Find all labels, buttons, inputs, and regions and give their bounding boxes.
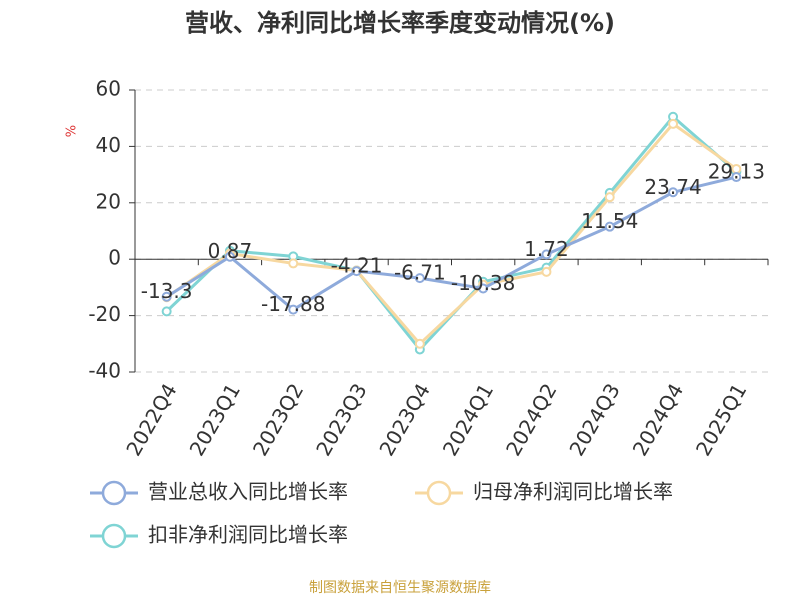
x-tick-label: 2024Q2 <box>501 379 561 460</box>
x-tick-label: 2023Q3 <box>311 379 371 460</box>
data-point <box>478 283 489 294</box>
data-point <box>288 258 299 269</box>
data-point <box>414 338 425 349</box>
data-point <box>161 306 172 317</box>
x-tick-label: 2022Q4 <box>121 379 181 460</box>
data-point <box>604 221 615 232</box>
data-label: -10.38 <box>451 271 515 295</box>
data-point <box>668 187 679 198</box>
y-tick-label: 20 <box>96 189 121 213</box>
legend-label: 扣非净利润同比增长率 <box>148 523 348 547</box>
data-label: -4.21 <box>331 254 383 278</box>
legend-marker <box>101 523 127 549</box>
legend-item: 营业总收入同比增长率 <box>90 480 348 506</box>
legend-label: 归母净利润同比增长率 <box>473 480 673 504</box>
legend-item: 扣非净利润同比增长率 <box>90 523 348 549</box>
data-point <box>731 172 742 183</box>
x-tick-label: 2024Q4 <box>628 379 688 460</box>
chart-title: 营收、净利同比增长率季度变动情况(%) <box>185 9 615 37</box>
legend-marker <box>101 480 127 506</box>
y-axis-label: % <box>65 125 80 137</box>
x-tick-label: 2023Q2 <box>248 379 308 460</box>
data-label: 23.74 <box>644 175 701 199</box>
data-point <box>541 266 552 277</box>
legend-marker <box>426 480 452 506</box>
data-point <box>288 304 299 315</box>
data-label: -6.71 <box>394 261 446 285</box>
legend-item: 归母净利润同比增长率 <box>415 480 673 506</box>
data-point <box>541 249 552 260</box>
data-point <box>414 273 425 284</box>
y-tick-label: 40 <box>96 133 121 157</box>
data-label: 0.87 <box>208 239 253 263</box>
data-point <box>351 266 362 277</box>
data-point <box>161 291 172 302</box>
y-tick-label: 0 <box>108 246 121 270</box>
data-label: 11.54 <box>581 209 638 233</box>
data-label: -13.3 <box>141 279 193 303</box>
x-tick-label: 2024Q1 <box>438 379 498 460</box>
data-label: 29.13 <box>708 160 765 184</box>
y-tick-label: -20 <box>88 302 121 326</box>
data-point <box>668 118 679 129</box>
source-note: 制图数据来自恒生聚源数据库 <box>309 580 491 596</box>
x-tick-label: 2025Q1 <box>691 379 751 460</box>
data-label: -17.88 <box>261 292 325 316</box>
y-tick-label: 60 <box>96 77 121 101</box>
series-line <box>165 175 737 312</box>
y-tick-label: -40 <box>88 359 121 383</box>
x-tick-label: 2024Q3 <box>564 379 624 460</box>
data-label: 1.72 <box>524 237 569 261</box>
legend-label: 营业总收入同比增长率 <box>148 480 348 504</box>
x-tick-label: 2023Q4 <box>374 379 434 460</box>
data-point <box>224 251 235 262</box>
x-tick-label: 2023Q1 <box>185 379 245 460</box>
series-line <box>165 121 738 346</box>
data-point <box>604 192 615 203</box>
